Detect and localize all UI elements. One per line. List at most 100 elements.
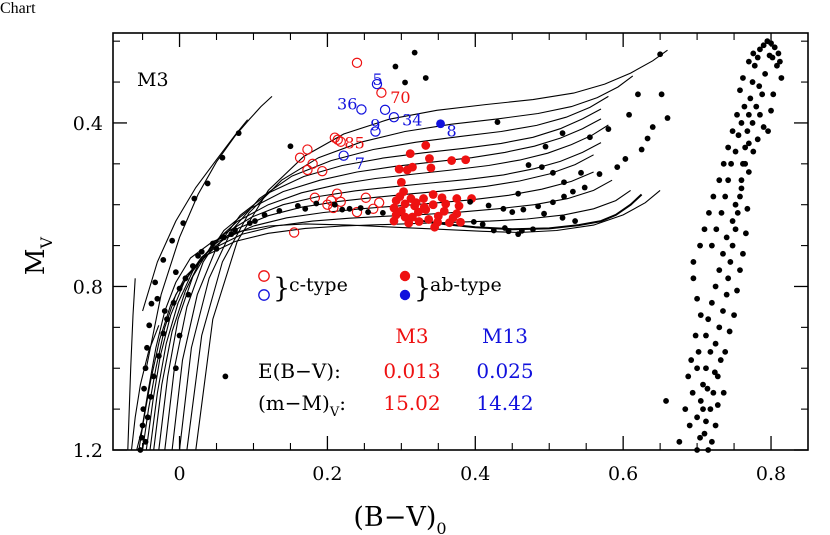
point — [302, 144, 313, 155]
point — [737, 267, 743, 274]
point — [559, 214, 566, 221]
point — [569, 188, 576, 195]
point — [456, 217, 465, 227]
point — [578, 169, 584, 176]
point — [357, 205, 364, 211]
point — [368, 203, 379, 214]
point — [447, 156, 457, 165]
point — [287, 143, 294, 150]
point — [515, 190, 522, 197]
point — [331, 201, 338, 208]
point — [626, 111, 632, 118]
point — [770, 91, 777, 98]
point — [550, 199, 556, 206]
point — [716, 267, 723, 274]
point — [518, 227, 525, 234]
legend-ab-type-blue-marker — [399, 289, 411, 301]
point — [142, 438, 149, 445]
point — [686, 422, 693, 429]
point — [697, 312, 704, 318]
point — [737, 87, 743, 94]
point — [191, 195, 198, 202]
point — [332, 134, 343, 145]
point — [694, 295, 700, 302]
point — [520, 206, 527, 213]
point — [664, 115, 671, 121]
star-label-85: 85 — [344, 134, 364, 153]
point — [141, 385, 147, 392]
point — [749, 79, 756, 85]
model-track-5 — [153, 142, 602, 451]
point — [725, 275, 732, 282]
x-tick-label: 0.6 — [608, 463, 638, 485]
y-tick-label: 1.2 — [73, 440, 103, 462]
point — [725, 177, 732, 184]
point — [720, 160, 727, 167]
point — [731, 312, 737, 318]
point — [561, 179, 567, 186]
legend-ab-type-label: ab-type — [430, 274, 502, 296]
point — [454, 201, 464, 211]
x-tick-label: 0.4 — [460, 463, 490, 485]
point — [139, 422, 146, 429]
point — [189, 263, 196, 269]
point — [720, 389, 727, 396]
point — [777, 58, 783, 65]
point — [176, 285, 183, 292]
model-track-3 — [145, 171, 594, 451]
point — [467, 198, 474, 205]
x-tick-label: 0 — [173, 463, 185, 485]
point — [757, 111, 763, 118]
point — [638, 146, 645, 153]
point — [448, 213, 458, 223]
model-track-6 — [158, 124, 609, 451]
point — [360, 192, 372, 203]
point — [394, 164, 404, 174]
point — [711, 369, 718, 376]
point — [663, 398, 669, 404]
table-reddening-m3: 0.013 — [383, 359, 440, 383]
point — [411, 49, 418, 56]
point — [294, 203, 301, 209]
point — [396, 177, 406, 187]
point — [421, 141, 431, 150]
point — [389, 216, 399, 226]
point — [614, 164, 621, 170]
legend-c-type-label: c-type — [289, 274, 348, 296]
point — [198, 248, 205, 255]
point — [703, 418, 709, 425]
point — [176, 332, 183, 339]
point — [339, 206, 346, 213]
point — [682, 406, 689, 413]
point — [729, 242, 736, 249]
point — [439, 206, 449, 216]
point — [376, 87, 387, 98]
point — [346, 205, 353, 212]
point — [692, 332, 699, 339]
point — [710, 193, 717, 200]
point — [741, 103, 748, 110]
point — [738, 177, 745, 184]
point — [720, 308, 726, 314]
point — [771, 44, 778, 51]
point — [150, 373, 157, 380]
point — [161, 308, 168, 314]
table-distance-m3: 15.02 — [383, 391, 440, 415]
point — [754, 54, 761, 61]
legend-brace-ab: } — [414, 273, 431, 304]
point — [757, 46, 763, 53]
point — [436, 119, 445, 129]
point — [461, 155, 471, 165]
point — [351, 57, 363, 69]
point — [586, 134, 593, 141]
point — [710, 389, 717, 396]
point — [725, 144, 732, 151]
point — [685, 373, 692, 380]
point — [735, 132, 742, 139]
point — [424, 215, 434, 224]
point — [370, 126, 381, 137]
point — [525, 162, 532, 168]
point — [373, 197, 385, 208]
legend-c-type-red-marker — [258, 270, 270, 282]
point — [716, 177, 723, 184]
